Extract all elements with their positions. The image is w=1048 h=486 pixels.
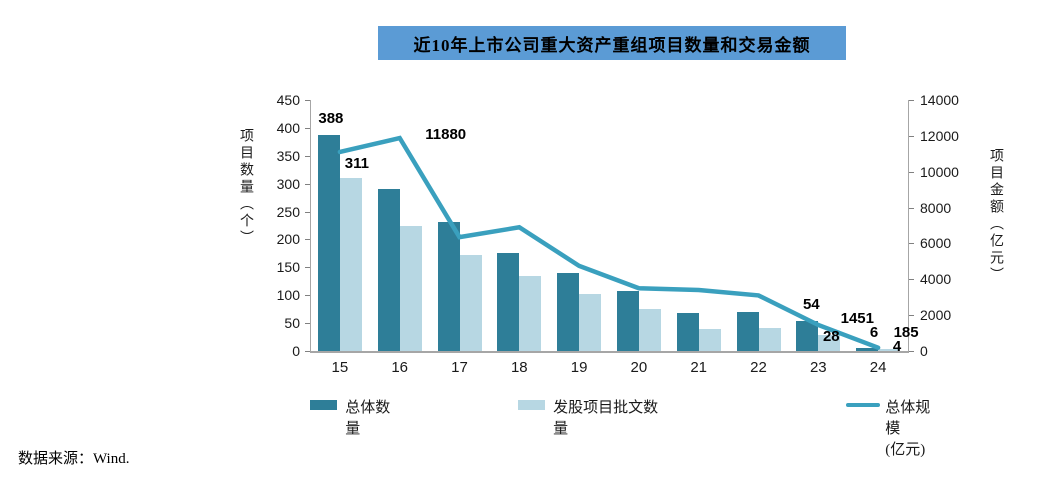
legend-swatch-total-count <box>310 400 338 410</box>
legend-label-approval-count: 发股项目批文数量 <box>553 400 659 437</box>
right-axis-tick-label: 12000 <box>920 127 959 144</box>
legend-item-total-scale: 总体规模 (亿元) <box>845 396 940 459</box>
legend-swatch-approval-count <box>517 400 546 410</box>
left-axis-tick-label: 50 <box>284 315 300 332</box>
data-label: 11880 <box>425 126 467 143</box>
bar-approval-count <box>519 276 542 351</box>
legend-swatch-total-scale <box>845 403 881 407</box>
bar-approval-count <box>339 178 362 351</box>
left-axis-title: 项目数量（个） <box>238 128 253 247</box>
bar-approval-count <box>638 309 661 351</box>
right-axis-tick <box>909 243 914 245</box>
bar-total-count <box>497 253 520 351</box>
x-axis-tick-label: 16 <box>391 359 409 376</box>
legend-item-total-count: 总体数量 <box>310 396 400 438</box>
right-axis-title: 项目金额（亿元） <box>988 148 1003 284</box>
data-label: 54 <box>802 295 820 313</box>
left-axis-tick <box>305 127 310 129</box>
right-axis-tick <box>909 315 914 317</box>
bar-total-count <box>676 313 699 351</box>
data-label: 4 <box>892 337 902 355</box>
x-axis-tick-label: 22 <box>750 359 767 376</box>
right-axis-tick-label: 6000 <box>920 235 952 252</box>
right-axis-line <box>908 100 909 352</box>
data-label: 311 <box>344 154 369 172</box>
left-axis-tick-label: 450 <box>276 92 300 108</box>
left-axis-tick <box>305 211 310 213</box>
legend-label-total-scale: 总体规模 (亿元) <box>885 400 931 458</box>
left-axis-tick <box>305 267 310 269</box>
x-axis-tick-label: 17 <box>451 359 468 376</box>
left-axis-tick <box>305 183 310 185</box>
x-axis-tick-label: 20 <box>630 359 648 376</box>
bar-total-count <box>557 273 580 351</box>
left-axis-tick-label: 150 <box>276 259 300 276</box>
x-axis-tick-label: 21 <box>690 359 708 376</box>
left-axis-tick-label: 350 <box>276 147 300 164</box>
data-source-note: 数据来源：Wind. <box>18 451 130 467</box>
right-axis-tick <box>909 135 914 137</box>
x-axis-tick-label: 23 <box>809 359 827 376</box>
right-axis-tick-label: 14000 <box>920 92 959 108</box>
bar-approval-count <box>878 349 901 351</box>
left-axis-tick <box>305 239 310 241</box>
bar-total-count <box>377 189 400 351</box>
right-axis-tick <box>909 279 914 281</box>
data-label: 6 <box>869 323 879 341</box>
x-axis-line <box>310 351 909 353</box>
right-axis-tick-label: 4000 <box>920 271 952 288</box>
bar-total-count <box>317 135 340 351</box>
right-axis-tick-label: 10000 <box>920 163 959 180</box>
data-label: 185 <box>893 323 919 341</box>
left-axis-tick-label: 0 <box>292 343 300 359</box>
left-axis-tick-label: 300 <box>276 175 300 192</box>
bar-approval-count <box>399 226 422 351</box>
x-axis-tick-label: 18 <box>510 359 528 376</box>
data-label: 1451 <box>840 309 874 327</box>
x-axis-tick-label: 24 <box>869 359 887 376</box>
right-axis-tick-label: 8000 <box>920 199 952 216</box>
bar-total-count <box>437 222 460 351</box>
left-axis-tick-label: 250 <box>276 203 300 220</box>
legend-item-approval-count: 发股项目批文数量 <box>517 396 663 438</box>
right-axis-tick <box>909 207 914 209</box>
left-axis-tick <box>305 323 310 325</box>
legend-label-total-count: 总体数量 <box>345 400 391 437</box>
bar-approval-count <box>459 255 482 351</box>
left-axis-tick <box>305 295 310 297</box>
right-axis-tick <box>909 100 914 101</box>
chart-title: 近10年上市公司重大资产重组项目数量和交易金额 <box>413 35 811 55</box>
x-axis-tick-label: 15 <box>331 359 349 376</box>
left-axis-tick <box>305 351 310 352</box>
x-axis-tick-label: 19 <box>570 359 588 376</box>
left-axis-tick-label: 400 <box>276 119 300 136</box>
chart-legend: 总体数量 发股项目批文数量 总体规模 (亿元) <box>310 396 940 459</box>
data-label: 28 <box>822 328 840 346</box>
chart-title-banner: 近10年上市公司重大资产重组项目数量和交易金额 <box>378 26 846 60</box>
left-axis-tick <box>305 100 310 101</box>
bar-total-count <box>616 291 639 351</box>
bar-approval-count <box>698 329 721 351</box>
bar-total-count <box>856 348 879 351</box>
data-label: 388 <box>318 109 344 127</box>
bar-approval-count <box>579 294 602 351</box>
left-axis-line <box>310 100 311 352</box>
bar-total-count <box>736 312 759 351</box>
right-axis-tick-label: 2000 <box>920 307 952 324</box>
left-axis-tick-label: 200 <box>276 231 300 248</box>
left-axis-tick-label: 100 <box>276 287 300 304</box>
left-axis-tick <box>305 155 310 157</box>
bar-total-count <box>796 321 819 351</box>
bar-approval-count <box>758 328 781 351</box>
right-axis-tick <box>909 351 914 352</box>
right-axis-tick-label: 0 <box>920 343 928 359</box>
right-axis-tick <box>909 171 914 173</box>
